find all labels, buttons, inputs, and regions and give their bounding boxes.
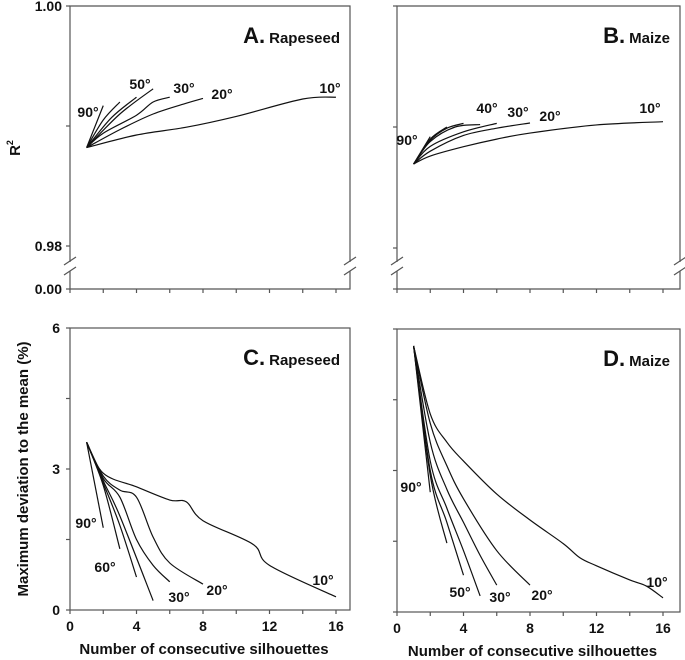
series-label: 10° xyxy=(312,572,333,588)
y-axis-label: R2 xyxy=(5,140,24,156)
axis-break-mark xyxy=(63,256,77,276)
series-line-60deg xyxy=(86,101,121,148)
series-line-30deg xyxy=(413,122,497,165)
y-tick-label: 3 xyxy=(52,461,60,477)
series-label: 20° xyxy=(211,86,232,102)
x-tick-label: 12 xyxy=(589,620,605,636)
series-label: 30° xyxy=(173,80,194,96)
panel-b: B. Maize 90° 40° 30° 20° 10° xyxy=(390,5,685,293)
series-label: 10° xyxy=(319,80,340,96)
series-line-10deg xyxy=(86,96,337,149)
x-tick-label: 4 xyxy=(460,620,468,636)
series-line-20deg xyxy=(86,97,204,149)
series-line-30deg xyxy=(413,345,498,586)
series-label: 90° xyxy=(75,515,96,531)
y-tick-label: 0.00 xyxy=(35,281,62,297)
series-line-30deg xyxy=(86,441,171,583)
series-label: 30° xyxy=(489,589,510,605)
series-line-40deg xyxy=(413,345,481,597)
series-label: 90° xyxy=(400,479,421,495)
series-label: 50° xyxy=(129,76,150,92)
x-tick-label: 8 xyxy=(199,618,207,634)
series-label: 20° xyxy=(539,108,560,124)
x-tick-label: 0 xyxy=(393,620,401,636)
series-line-90deg xyxy=(86,442,104,528)
x-tick-label: 4 xyxy=(133,618,141,634)
x-tick-label: 8 xyxy=(526,620,534,636)
axis-break-mark xyxy=(673,256,685,276)
axis-break-mark xyxy=(390,256,404,276)
panel-a: 1.00 0.98 0.00 R2 A. Rapeseed 90° 50° 30° 20° 10° xyxy=(5,0,357,297)
series-label: 40° xyxy=(476,100,497,116)
series-label: 10° xyxy=(639,100,660,116)
series-label: 90° xyxy=(77,104,98,120)
series-line-50deg xyxy=(86,96,137,148)
panel-title: C. Rapeseed xyxy=(243,345,340,370)
series-label: 10° xyxy=(646,574,667,590)
series-label: 30° xyxy=(168,589,189,605)
series-line-30deg xyxy=(86,96,170,149)
series-line-90deg xyxy=(413,136,431,165)
series-line-20deg xyxy=(413,345,531,586)
series-line-10deg xyxy=(413,345,664,599)
axis-break-mark xyxy=(343,256,357,276)
series-line-10deg xyxy=(413,121,664,165)
axis-frame xyxy=(69,5,351,290)
panel-title: A. Rapeseed xyxy=(243,23,340,48)
series-line-90deg xyxy=(413,345,431,493)
x-tick-label: 0 xyxy=(66,618,74,634)
axis-frame xyxy=(396,5,681,290)
panel-title: D. Maize xyxy=(603,346,670,371)
series-label: 60° xyxy=(94,559,115,575)
x-axis-label: Number of consecutive silhouettes xyxy=(79,641,328,658)
panel-d: 0 4 8 12 16 Number of consecutive silhouettes… xyxy=(393,328,681,660)
series-label: 30° xyxy=(507,104,528,120)
series-line-40deg xyxy=(413,123,481,165)
series-label: 50° xyxy=(449,584,470,600)
y-tick-label: 1.00 xyxy=(35,0,62,14)
x-tick-label: 16 xyxy=(328,618,344,634)
x-tick-label: 16 xyxy=(655,620,671,636)
series-label: 20° xyxy=(531,587,552,603)
y-axis-label: Maximum deviation to the mean (%) xyxy=(15,341,32,596)
series-line-40deg xyxy=(86,88,154,149)
y-tick-label: 0 xyxy=(52,602,60,618)
x-tick-label: 12 xyxy=(262,618,278,634)
series-line-20deg xyxy=(86,441,204,585)
series-line-60deg xyxy=(86,441,121,550)
y-tick-label: 0.98 xyxy=(35,238,62,254)
series-line-10deg xyxy=(86,441,337,598)
panel-title: B. Maize xyxy=(603,23,670,48)
series-line-90deg xyxy=(86,105,104,148)
series-line-50deg xyxy=(86,441,138,578)
series-label: 20° xyxy=(206,582,227,598)
y-tick-label: 6 xyxy=(52,320,60,336)
series-label: 90° xyxy=(396,132,417,148)
series-line-20deg xyxy=(413,122,531,165)
x-axis-label: Number of consecutive silhouettes xyxy=(408,643,657,660)
